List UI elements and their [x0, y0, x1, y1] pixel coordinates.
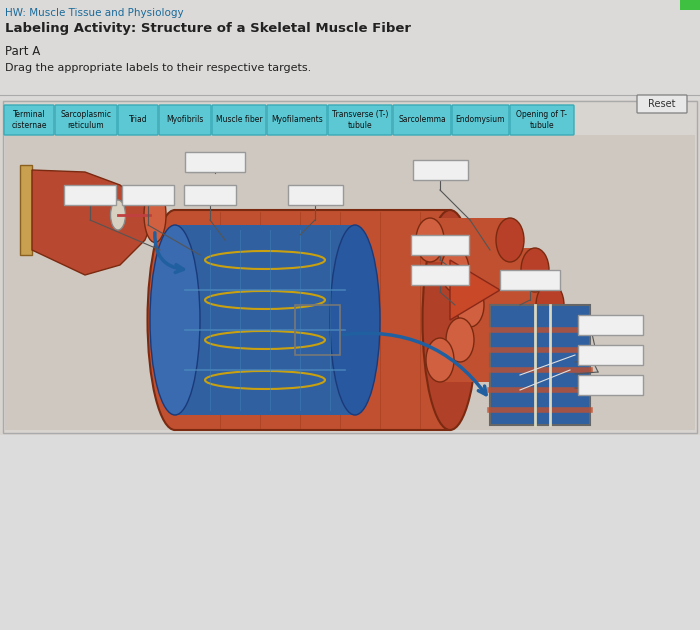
- Bar: [5, 135, 695, 430]
- Text: Part A: Part A: [5, 45, 41, 58]
- FancyBboxPatch shape: [328, 105, 392, 135]
- Text: Sarcoplasmic
reticulum: Sarcoplasmic reticulum: [60, 110, 111, 130]
- Bar: [184, 185, 236, 205]
- FancyBboxPatch shape: [55, 105, 117, 135]
- Polygon shape: [32, 170, 155, 275]
- Bar: [578, 375, 643, 395]
- Text: Endomysium: Endomysium: [456, 115, 505, 125]
- Bar: [295, 305, 340, 355]
- Bar: [0, 100, 700, 435]
- Ellipse shape: [416, 218, 444, 262]
- Bar: [411, 235, 469, 255]
- Ellipse shape: [441, 248, 469, 292]
- Bar: [455, 248, 535, 292]
- Ellipse shape: [536, 283, 564, 327]
- FancyBboxPatch shape: [212, 105, 266, 135]
- Bar: [440, 338, 520, 382]
- Text: Myofibrils: Myofibrils: [167, 115, 204, 125]
- Bar: [412, 160, 468, 180]
- Ellipse shape: [446, 318, 474, 362]
- Bar: [500, 270, 560, 290]
- Bar: [175, 225, 355, 415]
- Ellipse shape: [150, 225, 200, 415]
- Bar: [411, 265, 469, 285]
- Text: Opening of T-
tubule: Opening of T- tubule: [517, 110, 568, 130]
- FancyBboxPatch shape: [118, 105, 158, 135]
- Bar: [3, 101, 697, 433]
- Ellipse shape: [496, 218, 524, 262]
- FancyBboxPatch shape: [159, 105, 211, 135]
- Ellipse shape: [423, 210, 477, 430]
- Bar: [288, 185, 342, 205]
- Text: Terminal
cisternae: Terminal cisternae: [11, 110, 47, 130]
- Ellipse shape: [148, 210, 202, 430]
- Text: Myofilaments: Myofilaments: [271, 115, 323, 125]
- Ellipse shape: [144, 188, 166, 243]
- Ellipse shape: [521, 248, 549, 292]
- Text: Triad: Triad: [129, 115, 147, 125]
- Text: Reset: Reset: [648, 99, 676, 109]
- Bar: [20, 165, 32, 255]
- Text: Sarcolemma: Sarcolemma: [398, 115, 446, 125]
- Ellipse shape: [506, 338, 534, 382]
- Bar: [64, 185, 116, 205]
- FancyArrowPatch shape: [155, 232, 183, 272]
- Ellipse shape: [330, 225, 380, 415]
- Ellipse shape: [426, 338, 454, 382]
- Polygon shape: [450, 260, 500, 320]
- Bar: [185, 152, 245, 172]
- FancyBboxPatch shape: [510, 105, 574, 135]
- Bar: [578, 345, 643, 365]
- Bar: [470, 283, 550, 327]
- Bar: [490, 305, 590, 425]
- Bar: [578, 315, 643, 335]
- Ellipse shape: [526, 318, 554, 362]
- FancyBboxPatch shape: [452, 105, 509, 135]
- Text: Drag the appropriate labels to their respective targets.: Drag the appropriate labels to their res…: [5, 63, 312, 73]
- FancyArrowPatch shape: [343, 333, 486, 394]
- Text: Transverse (T-)
tubule: Transverse (T-) tubule: [332, 110, 389, 130]
- FancyBboxPatch shape: [393, 105, 451, 135]
- Ellipse shape: [456, 283, 484, 327]
- Bar: [430, 218, 510, 262]
- Bar: [122, 185, 174, 205]
- FancyBboxPatch shape: [637, 95, 687, 113]
- Text: HW: Muscle Tissue and Physiology: HW: Muscle Tissue and Physiology: [5, 8, 183, 18]
- Bar: [0, 0, 700, 100]
- FancyBboxPatch shape: [4, 105, 54, 135]
- Bar: [175, 210, 450, 430]
- Text: Muscle fiber: Muscle fiber: [216, 115, 262, 125]
- Bar: [460, 318, 540, 362]
- Text: Labeling Activity: Structure of a Skeletal Muscle Fiber: Labeling Activity: Structure of a Skelet…: [5, 22, 411, 35]
- Bar: [680, 0, 700, 10]
- FancyBboxPatch shape: [267, 105, 327, 135]
- Ellipse shape: [111, 200, 125, 230]
